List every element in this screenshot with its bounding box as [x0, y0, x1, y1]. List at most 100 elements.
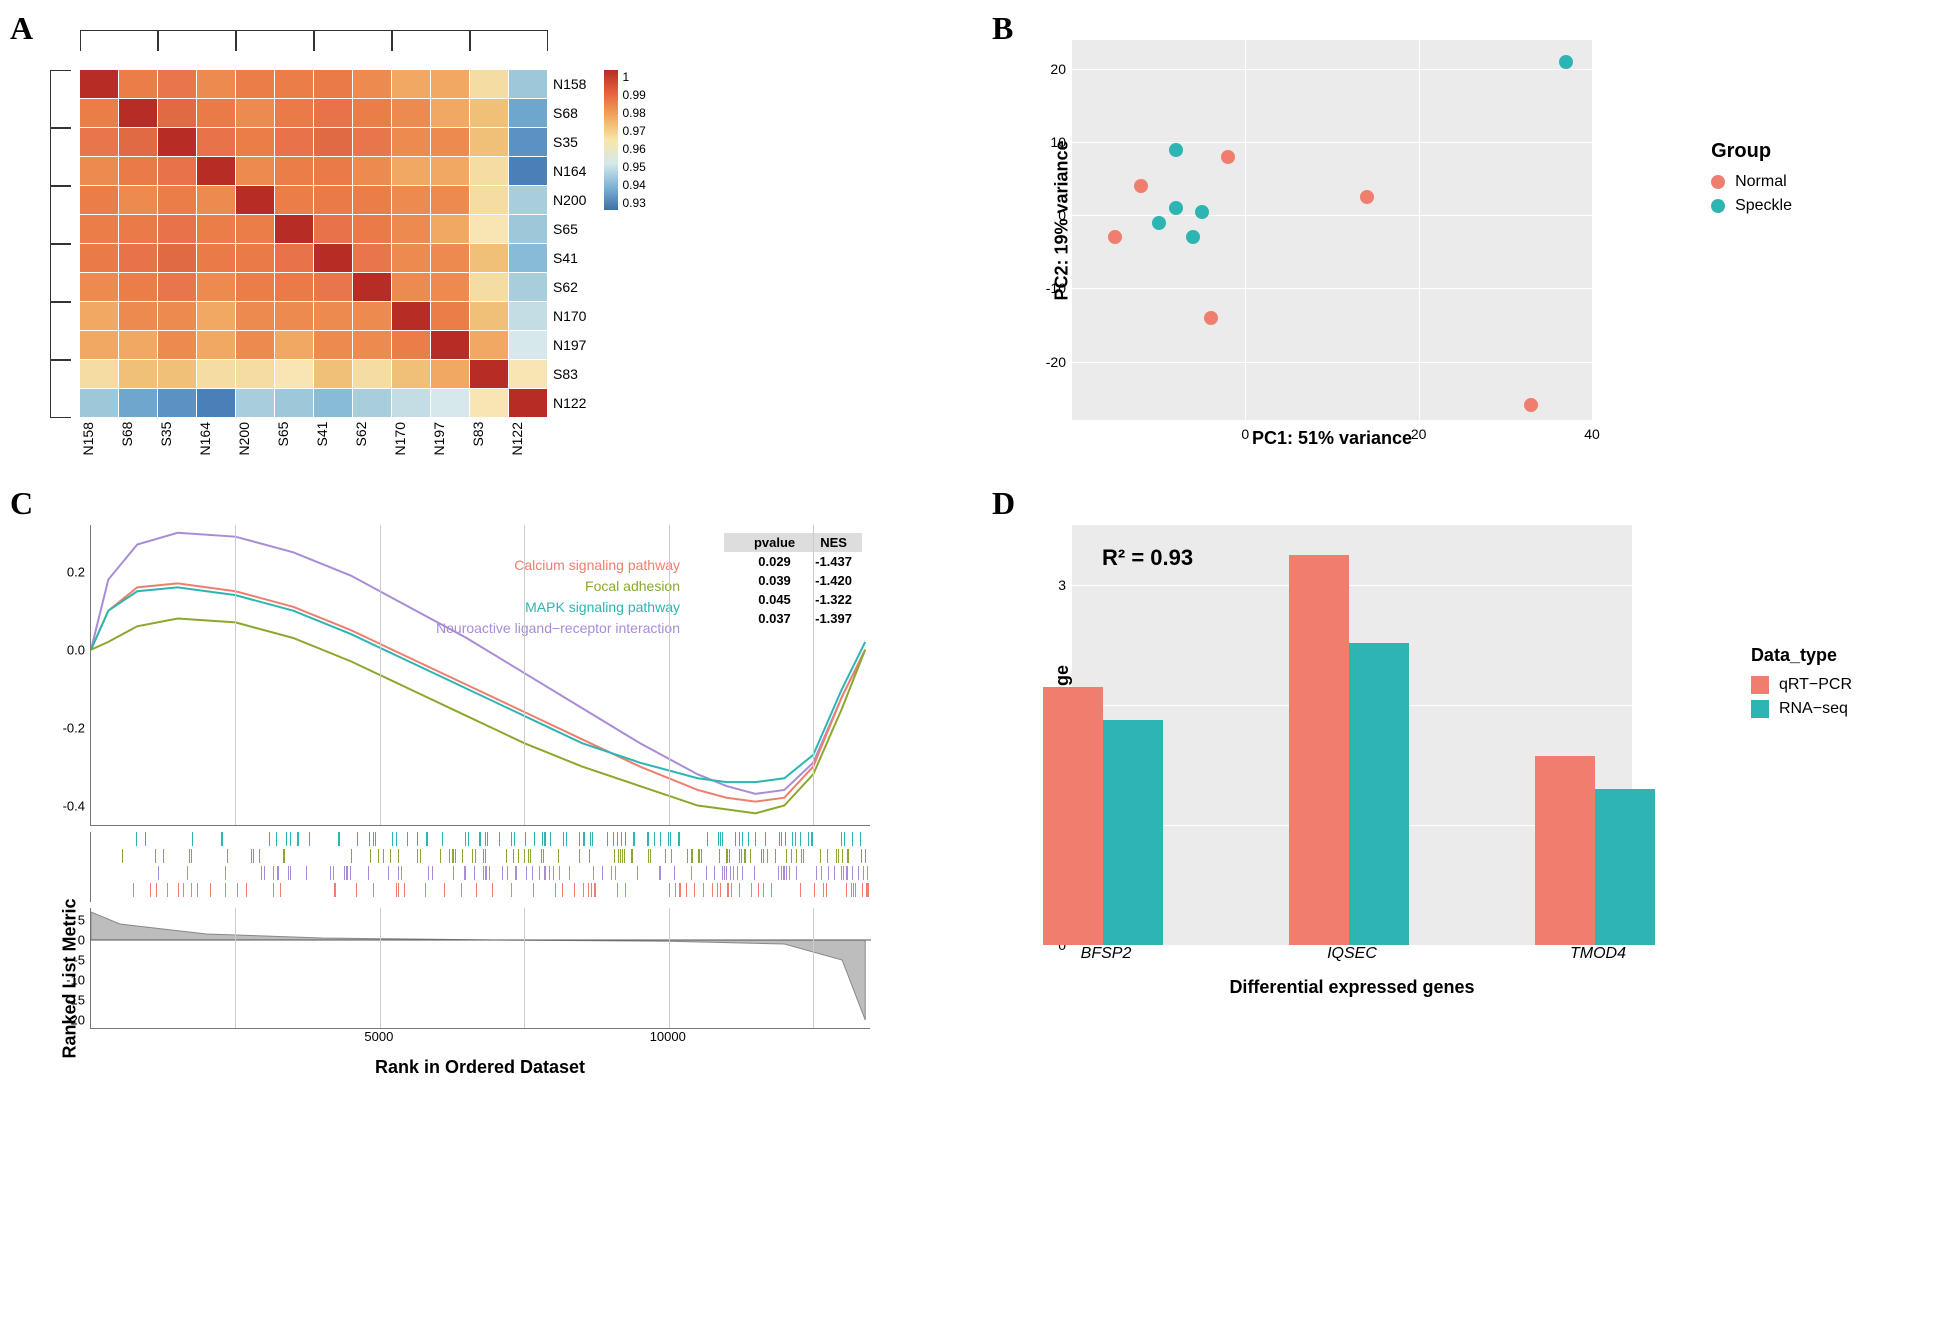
heatmap-cell — [392, 215, 430, 243]
heatmap-cell — [353, 244, 391, 272]
heatmap-cell — [509, 389, 547, 417]
heatmap-cell — [158, 360, 196, 388]
heatmap-cell — [509, 186, 547, 214]
heatmap-cell — [275, 302, 313, 330]
heatmap-cell — [236, 302, 274, 330]
heatmap-cell — [158, 128, 196, 156]
heatmap-legend: 10.990.980.970.960.950.940.93 — [604, 70, 664, 210]
heatmap-cell — [392, 273, 430, 301]
heatmap-cell — [158, 273, 196, 301]
heatmap-cell — [119, 215, 157, 243]
heatmap-cell — [509, 244, 547, 272]
heatmap-cell — [431, 70, 469, 98]
heatmap-cell — [158, 331, 196, 359]
bar — [1289, 555, 1349, 945]
heatmap-cell — [314, 186, 352, 214]
heatmap-cell — [119, 331, 157, 359]
sample-label: S41 — [314, 422, 353, 455]
heatmap-cell — [197, 331, 235, 359]
heatmap-cell — [392, 186, 430, 214]
heatmap-cell — [158, 215, 196, 243]
heatmap-cell — [80, 389, 118, 417]
heatmap-cell — [158, 186, 196, 214]
heatmap-cell — [509, 302, 547, 330]
r-squared-label: R² = 0.93 — [1102, 545, 1193, 571]
heatmap-cell — [80, 99, 118, 127]
sample-label: S65 — [553, 215, 586, 244]
sample-label: N158 — [553, 70, 586, 99]
heatmap-cell — [275, 128, 313, 156]
bar — [1043, 687, 1103, 945]
heatmap-cell — [314, 215, 352, 243]
heatmap-cell — [470, 128, 508, 156]
gsea-enrichment-plot: Calcium signaling pathwayFocal adhesionM… — [90, 525, 870, 826]
colorbar — [604, 70, 618, 210]
heatmap-cell — [236, 70, 274, 98]
heatmap-cell — [197, 273, 235, 301]
sample-label: S41 — [553, 244, 586, 273]
bar-chart: R² = 0.93 0123 — [1072, 525, 1632, 945]
heatmap-cell — [353, 186, 391, 214]
dendrogram-top — [80, 20, 548, 50]
heatmap-cell — [470, 186, 508, 214]
heatmap-cell — [119, 128, 157, 156]
pca-point — [1134, 179, 1148, 193]
sample-label: S68 — [553, 99, 586, 128]
heatmap-cell — [431, 99, 469, 127]
panel-a-label: A — [10, 10, 33, 47]
sample-label: N200 — [236, 422, 275, 455]
heatmap-cell — [470, 389, 508, 417]
pca-point — [1152, 216, 1166, 230]
heatmap-cell — [314, 244, 352, 272]
heatmap-cell — [392, 99, 430, 127]
sample-label: S35 — [553, 128, 586, 157]
pca-legend: Group NormalSpeckle — [1711, 140, 1792, 221]
heatmap-cell — [314, 99, 352, 127]
sample-label: N164 — [197, 422, 236, 455]
heatmap-cell — [431, 302, 469, 330]
pca-point — [1195, 205, 1209, 219]
gene-label: TMOD4 — [1570, 945, 1626, 963]
sample-label: N170 — [553, 302, 586, 331]
heatmap-cell — [158, 244, 196, 272]
heatmap-cell — [392, 360, 430, 388]
heatmap-cell — [158, 157, 196, 185]
panel-d: D log2FoldChange R² = 0.93 0123 BFSP2IQS… — [1002, 495, 1924, 1078]
pca-point — [1169, 201, 1183, 215]
heatmap-cell — [314, 273, 352, 301]
heatmap-cell — [236, 360, 274, 388]
pca-point — [1169, 143, 1183, 157]
heatmap-cell — [470, 273, 508, 301]
heatmap-cell — [80, 273, 118, 301]
heatmap-cell — [314, 360, 352, 388]
heatmap-cell — [392, 302, 430, 330]
heatmap-cell — [275, 389, 313, 417]
heatmap-cell — [431, 186, 469, 214]
pca-point — [1221, 150, 1235, 164]
heatmap-cell — [470, 215, 508, 243]
heatmap-cell — [431, 360, 469, 388]
heatmap-cell — [314, 70, 352, 98]
sample-label: N122 — [509, 422, 548, 455]
heatmap-cell — [470, 244, 508, 272]
heatmap-cell — [353, 157, 391, 185]
heatmap-cell — [431, 244, 469, 272]
heatmap-cell — [353, 128, 391, 156]
heatmap-cell — [275, 70, 313, 98]
sample-label: N158 — [80, 422, 119, 455]
sample-label: N197 — [431, 422, 470, 455]
bar — [1535, 756, 1595, 946]
heatmap-cell — [314, 157, 352, 185]
heatmap-cell — [80, 215, 118, 243]
heatmap-cell — [236, 186, 274, 214]
gene-label: BFSP2 — [1081, 945, 1132, 963]
heatmap-cell — [80, 331, 118, 359]
heatmap-cell — [392, 157, 430, 185]
heatmap-cell — [197, 244, 235, 272]
pca-xlabel: PC1: 51% variance — [1072, 428, 1592, 449]
panel-c-label: C — [10, 485, 33, 522]
sample-label: S83 — [553, 360, 586, 389]
sample-label: N164 — [553, 157, 586, 186]
heatmap-cell — [353, 70, 391, 98]
heatmap-cell — [80, 186, 118, 214]
